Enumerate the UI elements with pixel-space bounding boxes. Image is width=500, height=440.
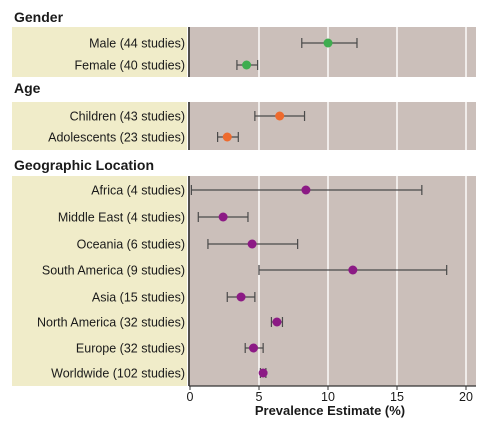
point-estimate — [272, 317, 282, 327]
section-title-gender: Gender — [14, 9, 64, 25]
data-rows: Male (44 studies) Female (40 studies) Chil… — [37, 37, 448, 381]
row-geographic-location-2: Middle East (4 studies) — [58, 211, 249, 225]
row-age-1: Children (43 studies) — [70, 110, 306, 124]
section-titles: Gender Age Geographic Location — [14, 9, 154, 173]
panel-backgrounds — [12, 27, 476, 386]
gridlines — [258, 27, 467, 386]
plot-panel-gender — [188, 27, 476, 77]
row-geographic-location-8: Worldwide (102 studies) — [51, 367, 268, 381]
row-geographic-location-3: Oceania (6 studies) — [77, 238, 299, 252]
x-tick-label: 10 — [321, 390, 335, 404]
point-estimate — [242, 60, 252, 70]
label-panel-geographic-location — [12, 176, 187, 386]
row-geographic-location-1: Africa (4 studies) — [91, 184, 423, 198]
row-age-2: Adolescents (23 studies) — [48, 131, 239, 145]
point-estimate — [301, 185, 311, 195]
point-estimate — [247, 239, 257, 249]
row-label: Africa (4 studies) — [91, 184, 185, 198]
row-gender-1: Male (44 studies) — [89, 37, 358, 51]
section-title-geographic-location: Geographic Location — [14, 157, 154, 173]
point-estimate — [236, 292, 246, 302]
row-label: Europe (32 studies) — [76, 342, 185, 356]
x-tick-label: 0 — [187, 390, 194, 404]
label-panel-gender — [12, 27, 187, 77]
x-tick-label: 5 — [256, 390, 263, 404]
point-estimate — [222, 132, 232, 142]
row-label: South America (9 studies) — [42, 264, 185, 278]
point-estimate — [323, 38, 333, 48]
point-estimate — [258, 368, 268, 378]
x-axis-title: Prevalence Estimate (%) — [255, 403, 405, 418]
row-label: Middle East (4 studies) — [58, 211, 185, 225]
row-gender-2: Female (40 studies) — [75, 59, 259, 73]
row-label: Female (40 studies) — [75, 59, 185, 73]
row-geographic-location-5: Asia (15 studies) — [92, 291, 256, 305]
row-label: Worldwide (102 studies) — [51, 367, 185, 381]
point-estimate — [248, 343, 258, 353]
row-geographic-location-4: South America (9 studies) — [42, 264, 448, 278]
x-tick-label: 20 — [459, 390, 473, 404]
row-label: Adolescents (23 studies) — [48, 131, 185, 145]
point-estimate — [275, 111, 285, 121]
row-label: Asia (15 studies) — [92, 291, 185, 305]
plot-panel-geographic-location — [188, 176, 476, 386]
x-axis: 0 5 10 15 20 Prevalence Estimate (%) — [187, 385, 476, 418]
row-label: Oceania (6 studies) — [77, 238, 185, 252]
row-label: Children (43 studies) — [70, 110, 185, 124]
x-tick-label: 15 — [390, 390, 404, 404]
row-label: North America (32 studies) — [37, 316, 185, 330]
row-geographic-location-7: Europe (32 studies) — [76, 342, 264, 356]
point-estimate — [348, 265, 358, 275]
plot-panel-age — [188, 102, 476, 150]
section-title-age: Age — [14, 80, 41, 96]
label-panel-age — [12, 102, 187, 150]
row-geographic-location-6: North America (32 studies) — [37, 316, 284, 330]
row-label: Male (44 studies) — [89, 37, 185, 51]
point-estimate — [218, 212, 228, 222]
